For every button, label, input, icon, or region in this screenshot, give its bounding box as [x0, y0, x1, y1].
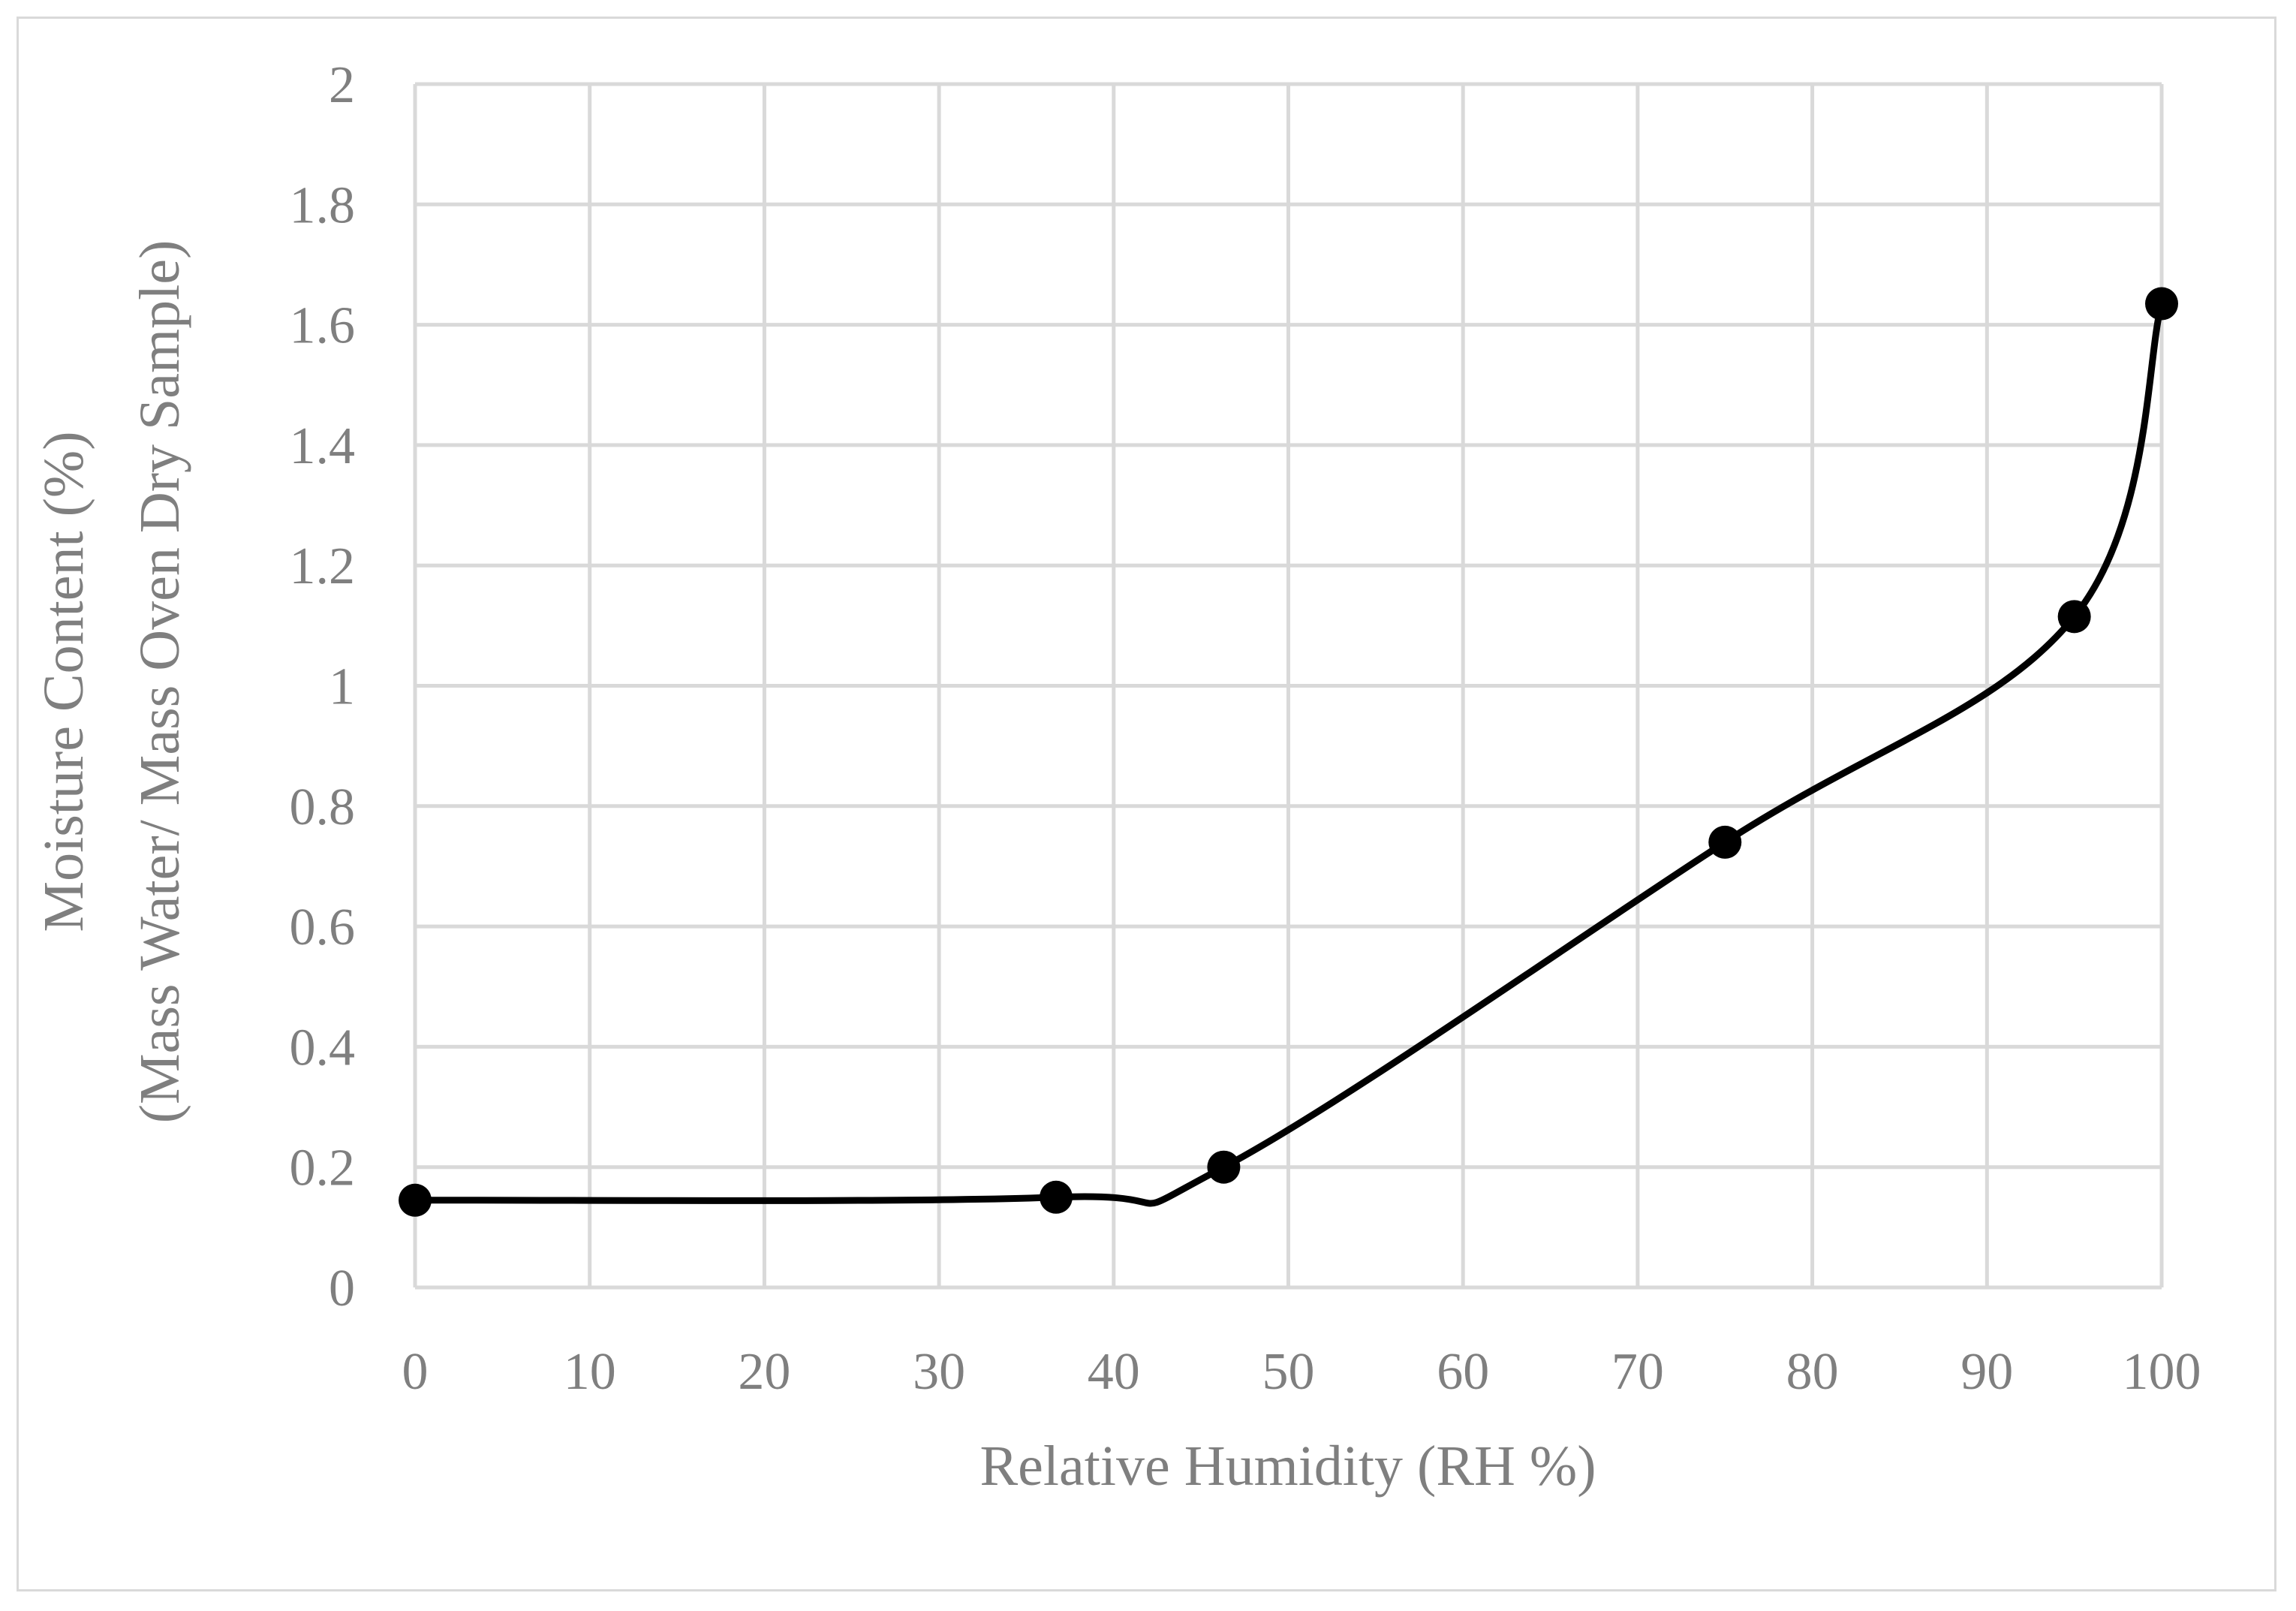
y-tick-label: 1.4: [290, 417, 356, 475]
y-tick-label: 1.2: [290, 538, 356, 595]
y-tick-labels: 0 0.2 0.4 0.6 0.8 1 1.2 1.4 1.6 1.8 2: [290, 56, 356, 1317]
chart-frame: [17, 17, 2276, 1591]
x-tick-labels: 0 10 20 30 40 50 60 70 80 90 100: [402, 1343, 2201, 1401]
x-axis-title: Relative Humidity (RH %): [979, 1435, 1596, 1498]
data-point: [1708, 825, 1742, 859]
y-tick-label: 1.8: [290, 176, 356, 234]
x-tick-label: 30: [913, 1343, 965, 1401]
x-tick-label: 10: [564, 1343, 616, 1401]
x-tick-label: 90: [1960, 1343, 2013, 1401]
y-tick-label: 0.8: [290, 778, 356, 836]
data-point: [1207, 1150, 1241, 1184]
y-tick-label: 1.6: [290, 297, 356, 355]
gridlines: [415, 82, 2164, 1287]
y-tick-label: 1: [329, 658, 355, 716]
x-tick-label: 0: [402, 1343, 429, 1401]
y-axis-title-line1: Moisture Content (%): [32, 431, 95, 932]
axes: [413, 84, 2162, 1290]
x-tick-label: 60: [1437, 1343, 1489, 1401]
y-axis-title-line2: (Mass Water/ Mass Oven Dry Sample): [128, 240, 191, 1124]
y-tick-label: 0.2: [290, 1140, 356, 1197]
y-tick-label: 0: [329, 1260, 355, 1317]
data-point: [2145, 287, 2178, 321]
x-tick-label: 100: [2123, 1343, 2201, 1401]
y-tick-label: 0.4: [290, 1019, 356, 1077]
x-tick-label: 40: [1088, 1343, 1140, 1401]
x-tick-label: 50: [1262, 1343, 1315, 1401]
data-point: [1040, 1180, 1073, 1214]
x-tick-label: 20: [738, 1343, 790, 1401]
y-tick-label: 2: [329, 56, 355, 114]
data-markers: [399, 287, 2178, 1217]
data-point: [2057, 600, 2091, 634]
data-point: [399, 1183, 432, 1217]
x-tick-label: 70: [1611, 1343, 1664, 1401]
x-tick-label: 80: [1786, 1343, 1839, 1401]
y-tick-label: 0.6: [290, 899, 356, 956]
